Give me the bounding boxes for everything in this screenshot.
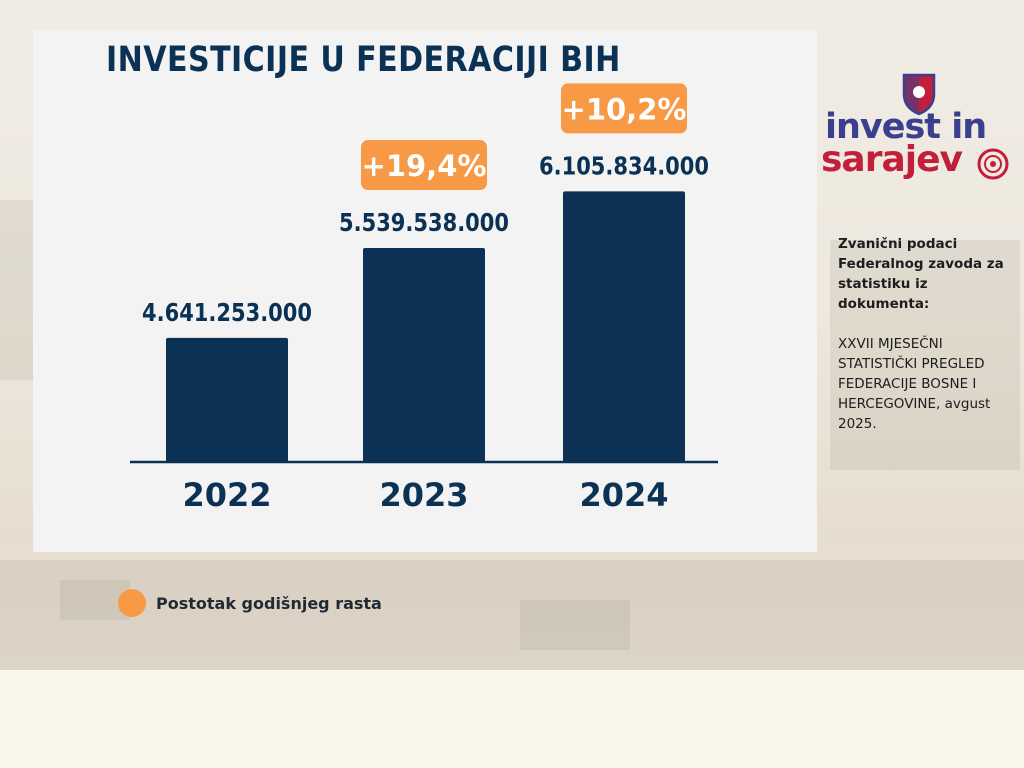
legend-label: Postotak godišnjeg rasta [156, 593, 382, 613]
legend-growth-swatch [118, 589, 146, 617]
invest-in-sarajevo-logo[interactable]: invest in sarajev [817, 72, 1017, 192]
logo-text-invest-in: invest in [825, 107, 987, 147]
bar-2024 [563, 191, 685, 462]
growth-badge-2023 [361, 140, 487, 191]
chart-title: INVESTICIJE U FEDERACIJI BIH [106, 40, 621, 80]
sarajevo-coat-of-arms-icon [902, 73, 1009, 180]
value-label-2022: 4.641.253.000 [142, 298, 312, 327]
value-label-2023: 5.539.538.000 [339, 208, 509, 237]
source-heading: Zvanični podaci Federalnog zavoda za sta… [838, 236, 1004, 312]
x-tick-label-2024: 2024 [579, 476, 668, 514]
bar-2023 [363, 248, 485, 462]
growth-label-2023: +19,4% [362, 149, 487, 183]
x-tick-label-2022: 2022 [182, 476, 271, 514]
logo-text-sarajev: sarajev [821, 139, 963, 180]
legend: Postotak godišnjeg rasta [118, 589, 382, 617]
value-label-2024: 6.105.834.000 [539, 151, 709, 180]
growth-label-2024: +10,2% [562, 92, 687, 126]
bar-2022 [166, 337, 288, 462]
source-note: Zvanični podaci Federalnog zavoda za sta… [838, 234, 1013, 434]
source-document: XXVII MJESEČNI STATISTIČKI PREGLED FEDER… [838, 336, 991, 432]
growth-badge-2024 [561, 83, 687, 134]
x-tick-label-2023: 2023 [379, 476, 468, 514]
bars-layer: 4.641.253.000 2022 5.539.538.000 2023 +19,4%… [142, 83, 709, 514]
